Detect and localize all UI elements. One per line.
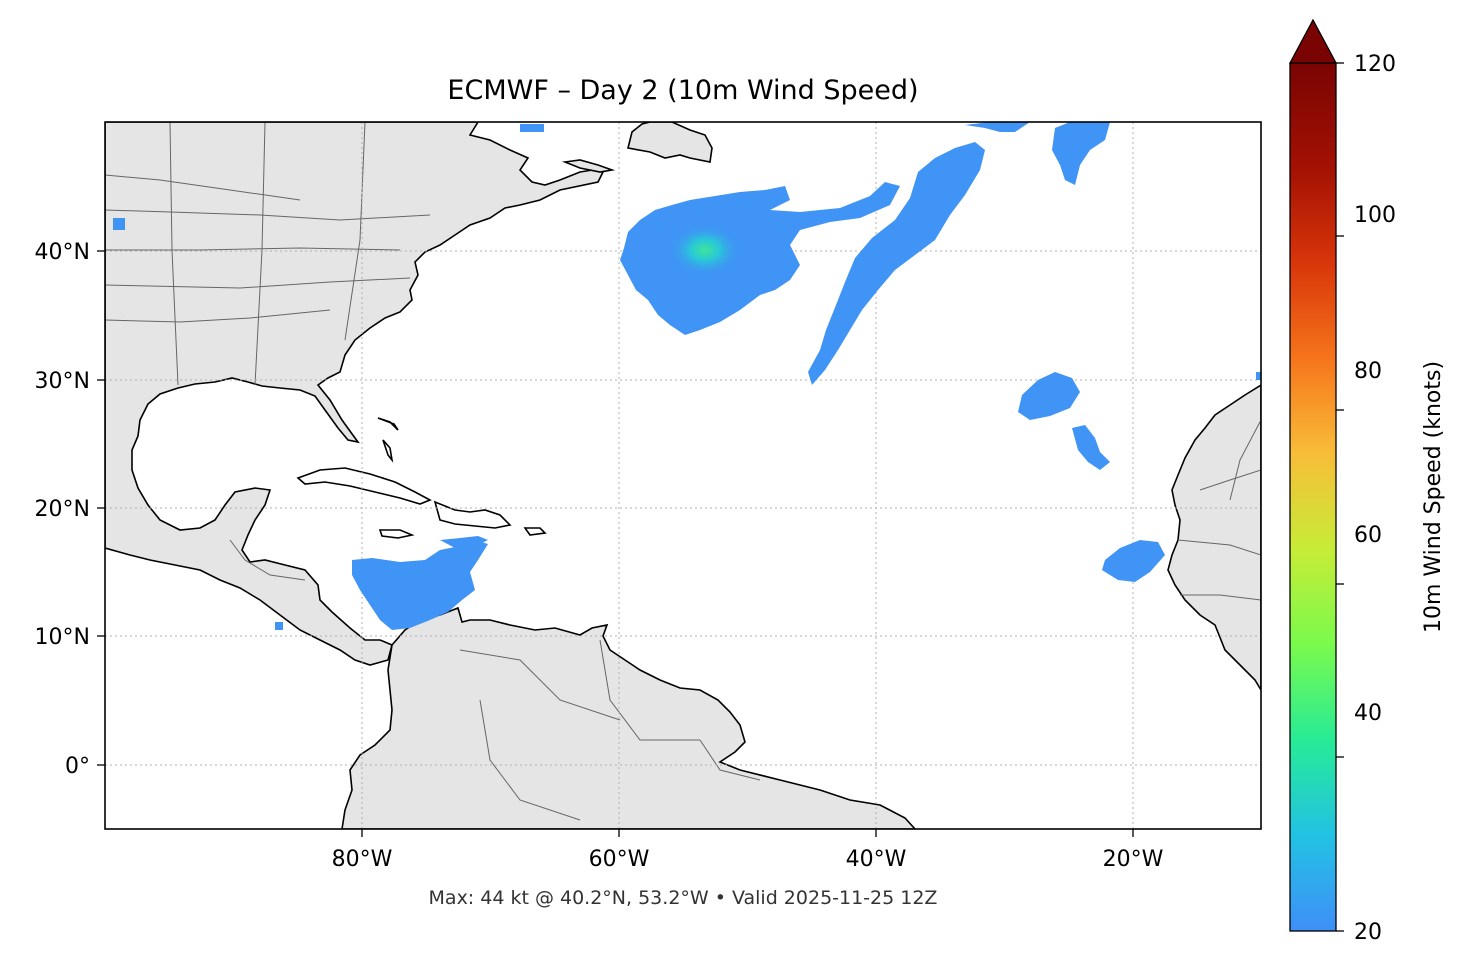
- y-tick-label: 30°N: [35, 369, 90, 394]
- colorbar-tick-label: 60: [1354, 523, 1382, 548]
- colorbar-tick-label: 20: [1354, 920, 1382, 945]
- x-tick-label: 40°W: [846, 847, 907, 872]
- wind-speck-newfoundland: [520, 124, 544, 132]
- wind-area-caribbean-trades: [352, 540, 488, 630]
- map-title: ECMWF – Day 2 (10m Wind Speed): [447, 75, 918, 106]
- wind-area-cape-verde: [1102, 540, 1165, 582]
- colorbar-tick-label: 80: [1354, 359, 1382, 384]
- map-panel: [105, 122, 1261, 829]
- map-frame: [104, 121, 1262, 830]
- wind-speck-gulf: [113, 218, 125, 230]
- x-tick-label: 20°W: [1103, 847, 1164, 872]
- y-tick-label: 20°N: [35, 497, 90, 522]
- land-south-america: [341, 606, 917, 829]
- northeast-islands: [561, 122, 713, 173]
- political-borders: [105, 122, 1261, 821]
- wind-area-caribbean-north: [440, 536, 488, 548]
- y-tick-label: 40°N: [35, 240, 90, 265]
- x-tick-label: 80°W: [332, 847, 393, 872]
- colorbar: 20 40 60 80 100 120 10m Wind Speed (knot…: [1288, 18, 1446, 945]
- y-tick-label: 10°N: [35, 625, 90, 650]
- colorbar-tick-label: 100: [1354, 203, 1396, 228]
- colorbar-extend-arrow: [1288, 18, 1338, 64]
- y-tick-label: 0°: [65, 754, 90, 779]
- wind-speed-field: [113, 122, 1261, 630]
- x-axis: 80°W 60°W 40°W 20°W: [332, 829, 1164, 872]
- colorbar-gradient: [1289, 62, 1337, 932]
- wind-speck-east: [1256, 372, 1261, 380]
- wind-area-azores-south: [1072, 425, 1110, 470]
- map-footer: Max: 44 kt @ 40.2°N, 53.2°W • Valid 2025…: [429, 887, 938, 909]
- wind-area-north-atlantic-low: [620, 182, 900, 335]
- wind-peak-44kt: [669, 224, 741, 276]
- wind-area-mid-atlantic-band: [808, 142, 985, 385]
- caribbean-islands: [296, 417, 547, 539]
- colorbar-tick-label: 120: [1354, 52, 1396, 77]
- colorbar-label: 10m Wind Speed (knots): [1421, 361, 1446, 633]
- x-tick-label: 60°W: [589, 847, 650, 872]
- wind-speck-central-america: [275, 622, 283, 630]
- wind-area-north-atlantic-upper-2: [965, 122, 1030, 132]
- wind-area-north-atlantic-upper: [1052, 122, 1110, 185]
- wind-area-azores: [1018, 372, 1080, 420]
- y-axis: 0° 10°N 20°N 30°N 40°N: [35, 240, 105, 779]
- colorbar-tick-label: 40: [1354, 701, 1382, 726]
